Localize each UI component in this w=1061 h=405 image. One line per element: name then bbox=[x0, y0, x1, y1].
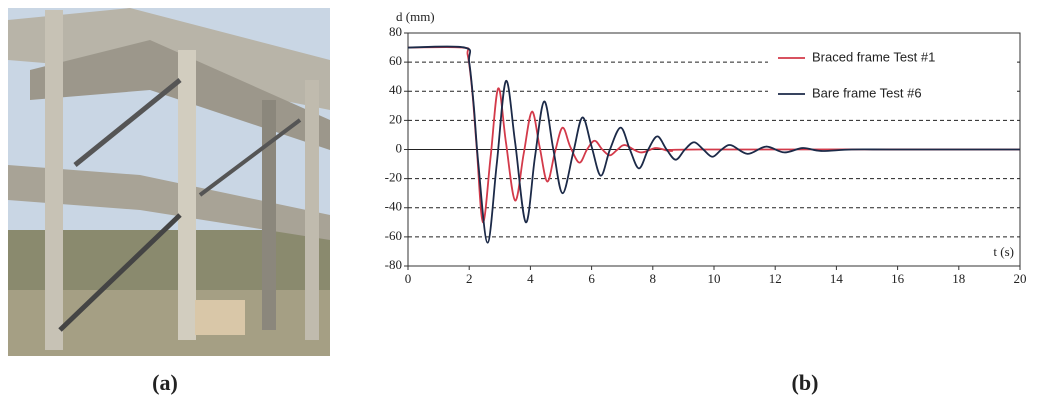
x-tick-label: 12 bbox=[769, 271, 782, 286]
caption: (a) bbox=[152, 370, 178, 395]
photo bbox=[8, 8, 330, 356]
x-tick-label: 14 bbox=[830, 271, 844, 286]
x-tick-label: 0 bbox=[405, 271, 412, 286]
x-tick-label: 18 bbox=[952, 271, 965, 286]
y-tick-label: -40 bbox=[385, 199, 402, 214]
y-tick-label: 60 bbox=[389, 53, 402, 68]
y-tick-label: 80 bbox=[389, 24, 402, 39]
x-tick-label: 8 bbox=[650, 271, 657, 286]
y-tick-label: 40 bbox=[389, 82, 402, 97]
x-tick-label: 4 bbox=[527, 271, 534, 286]
y-axis-label: d (mm) bbox=[396, 9, 435, 24]
x-tick-label: 16 bbox=[891, 271, 905, 286]
legend-label: Bare frame Test #6 bbox=[812, 85, 922, 100]
caption: (b) bbox=[792, 370, 819, 395]
x-tick-label: 2 bbox=[466, 271, 473, 286]
figure: (a) (b) d (mm) t (s) -80-60-40-200204060… bbox=[0, 0, 1061, 405]
x-axis-label: t (s) bbox=[993, 244, 1014, 259]
y-tick-label: 20 bbox=[389, 111, 402, 126]
page: {"captions": ["(a)", "(b)"], "chart_data… bbox=[0, 0, 1061, 405]
x-tick-label: 6 bbox=[588, 271, 595, 286]
y-tick-label: -60 bbox=[385, 228, 402, 243]
x-tick-label: 20 bbox=[1014, 271, 1027, 286]
y-tick-label: -80 bbox=[385, 257, 402, 272]
chart: d (mm) t (s) -80 -60 -40 -20 0 20 40 60 80 0 2 4 6 8 1… bbox=[385, 9, 1027, 286]
y-tick-label: 0 bbox=[396, 140, 403, 155]
x-tick-label: 10 bbox=[708, 271, 721, 286]
y-tick-label: -20 bbox=[385, 170, 402, 185]
legend-label: Braced frame Test #1 bbox=[812, 49, 935, 64]
